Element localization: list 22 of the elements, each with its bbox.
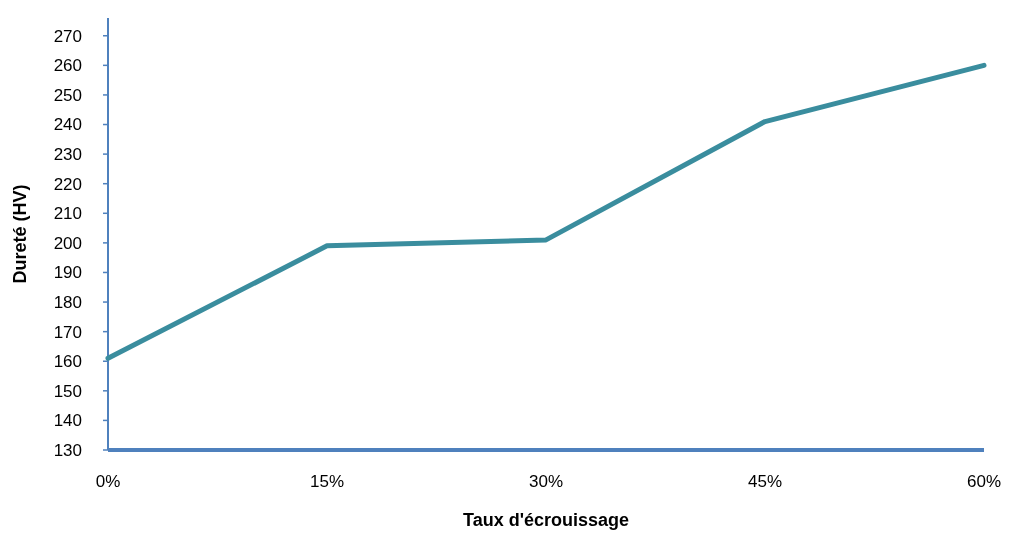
x-tick-label: 0% <box>95 472 121 491</box>
y-tick-label: 190 <box>53 263 82 283</box>
y-tick-label: 170 <box>53 322 82 342</box>
x-tick-label: 45% <box>747 472 783 491</box>
x-tick-label: 60% <box>966 472 1002 491</box>
y-tick-label: 250 <box>53 85 82 105</box>
x-tick-label: 30% <box>528 472 564 491</box>
y-tick-label: 240 <box>53 115 82 135</box>
y-tick-label: 260 <box>53 56 82 76</box>
y-tick-label: 150 <box>53 381 82 401</box>
y-tick-label: 130 <box>53 440 82 460</box>
y-tick-label: 270 <box>53 26 82 46</box>
y-tick-label: 200 <box>53 233 82 253</box>
y-tick-label: 210 <box>53 204 82 224</box>
y-tick-label: 160 <box>53 352 82 372</box>
x-axis-title: Taux d'écrouissage <box>462 510 630 530</box>
y-tick-label: 220 <box>53 174 82 194</box>
y-tick-label: 140 <box>53 411 82 431</box>
y-tick-label: 180 <box>53 293 82 312</box>
x-tick-label: 15% <box>309 472 345 491</box>
y-axis-title: Dureté (HV) <box>10 184 30 284</box>
y-tick-label: 230 <box>53 145 82 165</box>
